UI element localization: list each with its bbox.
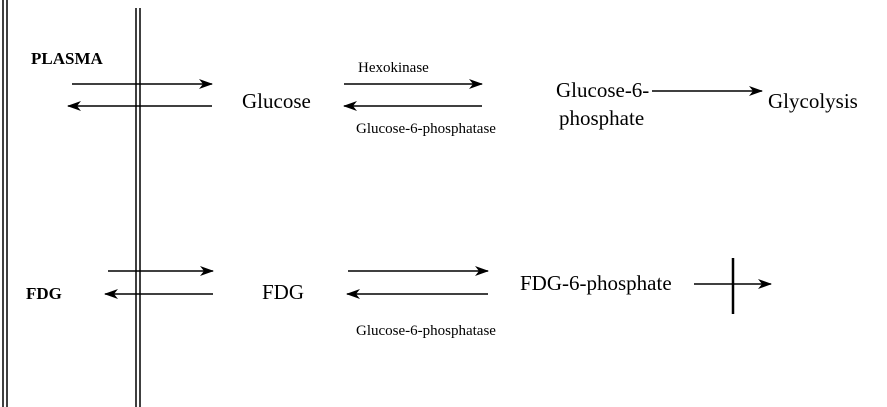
fdg-plasma-label: FDG <box>26 284 62 303</box>
glycolysis-label: Glycolysis <box>768 89 858 113</box>
hexokinase-label: Hexokinase <box>358 60 429 76</box>
g6p-label-line2: phosphate <box>559 106 645 130</box>
g6pase-bottom-label: Glucose-6-phosphatase <box>356 323 496 339</box>
fdg-tissue-label: FDG <box>262 280 305 304</box>
fdg6p-label: FDG-6-phosphate <box>520 271 672 295</box>
glucose-label: Glucose <box>242 89 311 113</box>
g6pase-top-label: Glucose-6-phosphatase <box>356 121 496 137</box>
g6p-label-line1: Glucose-6- <box>556 78 650 102</box>
plasma-label: PLASMA <box>31 49 103 68</box>
